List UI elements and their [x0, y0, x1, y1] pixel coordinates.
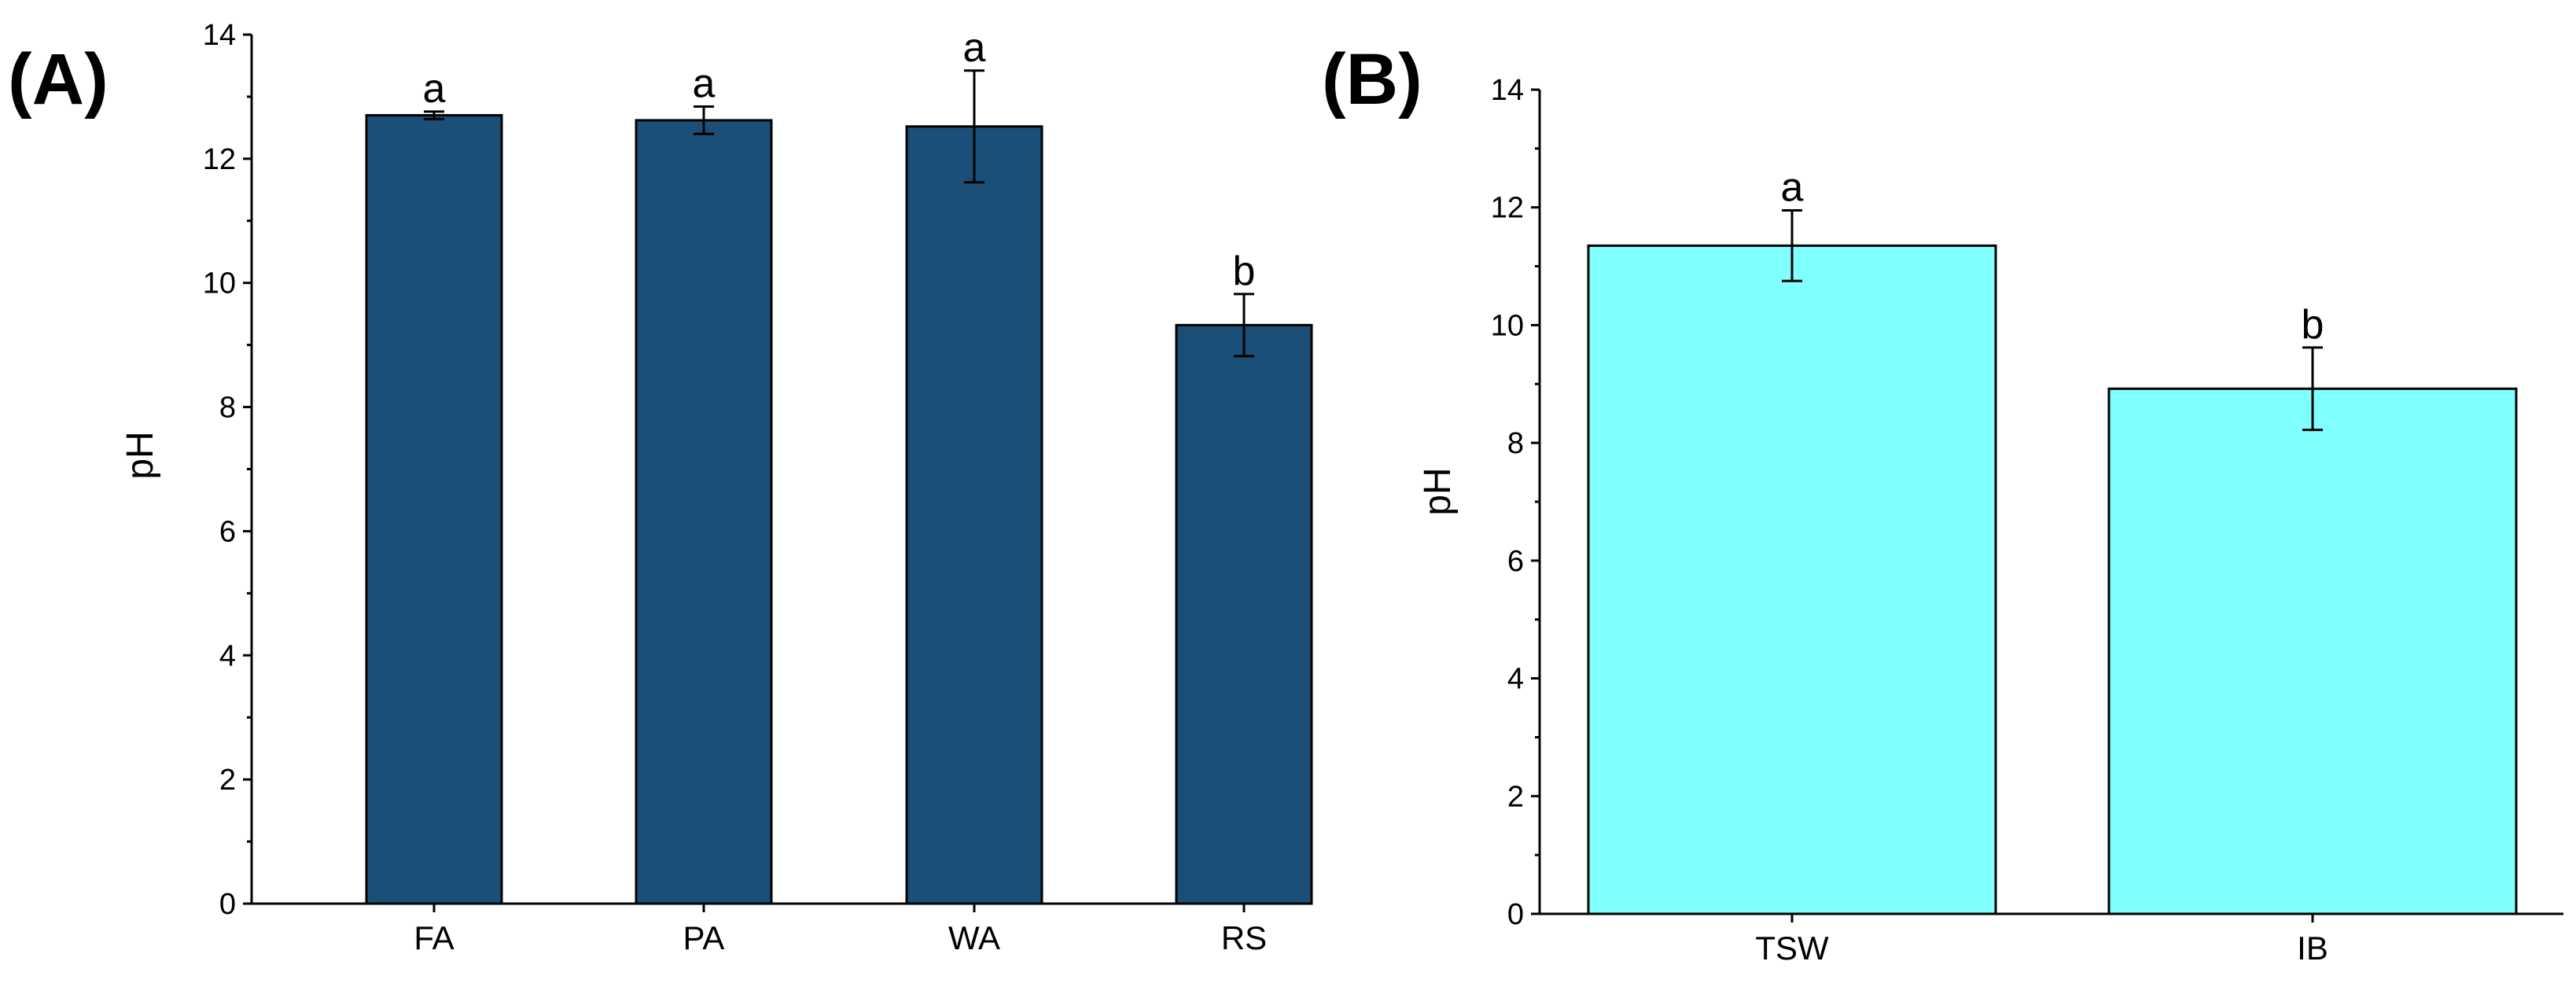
- panel-a-x-tick-label-wa: WA: [948, 919, 1000, 956]
- panel-a-bar-fa: [365, 114, 503, 905]
- panel-b-x-tick-label-tsw: TSW: [1755, 930, 1829, 967]
- panel-a-y-tick-label-2: 2: [219, 764, 236, 797]
- panel-a: (A) pH a FA a PA a WA b RS 0 2 4 6 8 10 12 14: [8, 19, 1313, 956]
- panel-a-y-axis-title: pH: [120, 431, 161, 479]
- panel-a-bar-rs: [1175, 323, 1313, 905]
- panel-a-y-tick-label-8: 8: [219, 392, 236, 425]
- panel-b-y-tick-label-12: 12: [1491, 192, 1524, 225]
- panel-a-significance-pa: a: [693, 61, 716, 107]
- panel-b-y-tick-label-10: 10: [1491, 309, 1524, 342]
- panel-b-significance-tsw: a: [1781, 164, 1804, 210]
- panel-a-plot-area: a FA a PA a WA b RS 0 2 4 6 8 10 12 14: [203, 19, 1313, 956]
- panel-a-significance-rs: b: [1233, 249, 1256, 294]
- panel-b-significance-ib: b: [2302, 302, 2324, 348]
- panel-b-bar-ib: [2107, 387, 2518, 915]
- panel-a-bar-wa: [905, 125, 1043, 905]
- panel-a-x-tick-label-fa: FA: [414, 919, 454, 956]
- panel-a-y-tick-label-4: 4: [219, 639, 236, 672]
- panel-a-y-tick-label-14: 14: [203, 19, 236, 52]
- panel-a-significance-wa: a: [963, 25, 986, 71]
- panel-a-significance-fa: a: [423, 66, 446, 112]
- panel-b-plot-area: a TSW b IB 0 2 4 6 8 10 12 14: [1491, 74, 2563, 967]
- panel-a-x-tick-label-pa: PA: [683, 919, 725, 956]
- panel-b-label: (B): [1322, 39, 1422, 120]
- panel-b-y-tick-label-2: 2: [1507, 780, 1524, 813]
- panel-a-y-tick-label-6: 6: [219, 515, 236, 548]
- panel-b-y-tick-label-0: 0: [1507, 898, 1524, 931]
- panel-a-bar-pa: [635, 119, 773, 905]
- panel-b: (B) pH a TSW b IB 0 2 4 6 8 10 12 14: [1322, 39, 2563, 967]
- panel-b-bar-tsw: [1587, 244, 1997, 915]
- panel-b-y-tick-label-14: 14: [1491, 74, 1524, 107]
- panel-a-y-tick-label-0: 0: [219, 888, 236, 921]
- panel-a-y-tick-label-12: 12: [203, 143, 236, 176]
- panel-b-y-axis-title: pH: [1417, 467, 1459, 515]
- panel-b-y-tick-label-6: 6: [1507, 545, 1524, 578]
- panel-a-x-tick-label-rs: RS: [1221, 919, 1267, 956]
- panel-b-y-tick-label-4: 4: [1507, 663, 1524, 696]
- panel-a-label: (A): [8, 39, 109, 120]
- panel-b-x-tick-label-ib: IB: [2297, 930, 2328, 967]
- panel-b-y-tick-label-8: 8: [1507, 427, 1524, 460]
- panel-a-y-tick-label-10: 10: [203, 267, 236, 300]
